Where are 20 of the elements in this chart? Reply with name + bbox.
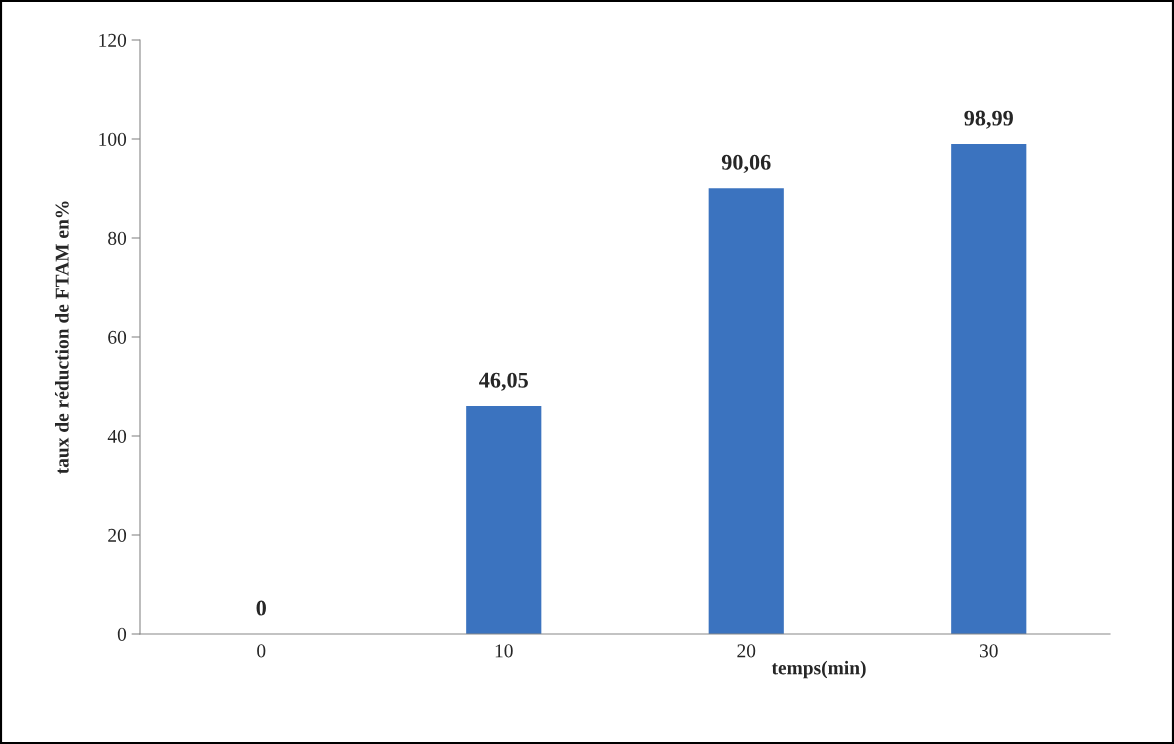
y-axis-title: taux de réduction de FTAM en%	[54, 201, 69, 474]
y-tick-label: 60	[108, 330, 127, 344]
x-tick-label: 30	[979, 644, 998, 658]
y-tick-label: 0	[117, 627, 127, 641]
x-tick-label: 20	[737, 644, 756, 658]
data-label: 98,99	[964, 110, 1013, 129]
data-label: 46,05	[479, 372, 528, 391]
y-tick-label: 100	[99, 132, 127, 146]
x-tick-label: 0	[257, 644, 266, 658]
y-tick-label: 80	[108, 231, 127, 245]
x-tick-label: 10	[495, 644, 513, 658]
bar	[708, 188, 784, 634]
bar	[951, 144, 1027, 634]
y-tick-label: 20	[108, 528, 127, 542]
y-tick-label: 40	[107, 429, 127, 443]
x-axis-title: temps(min)	[771, 660, 866, 679]
y-tick-label: 120	[99, 33, 127, 47]
data-label: 90,06	[721, 154, 771, 174]
bar	[466, 406, 542, 634]
data-label: 0	[256, 600, 266, 616]
